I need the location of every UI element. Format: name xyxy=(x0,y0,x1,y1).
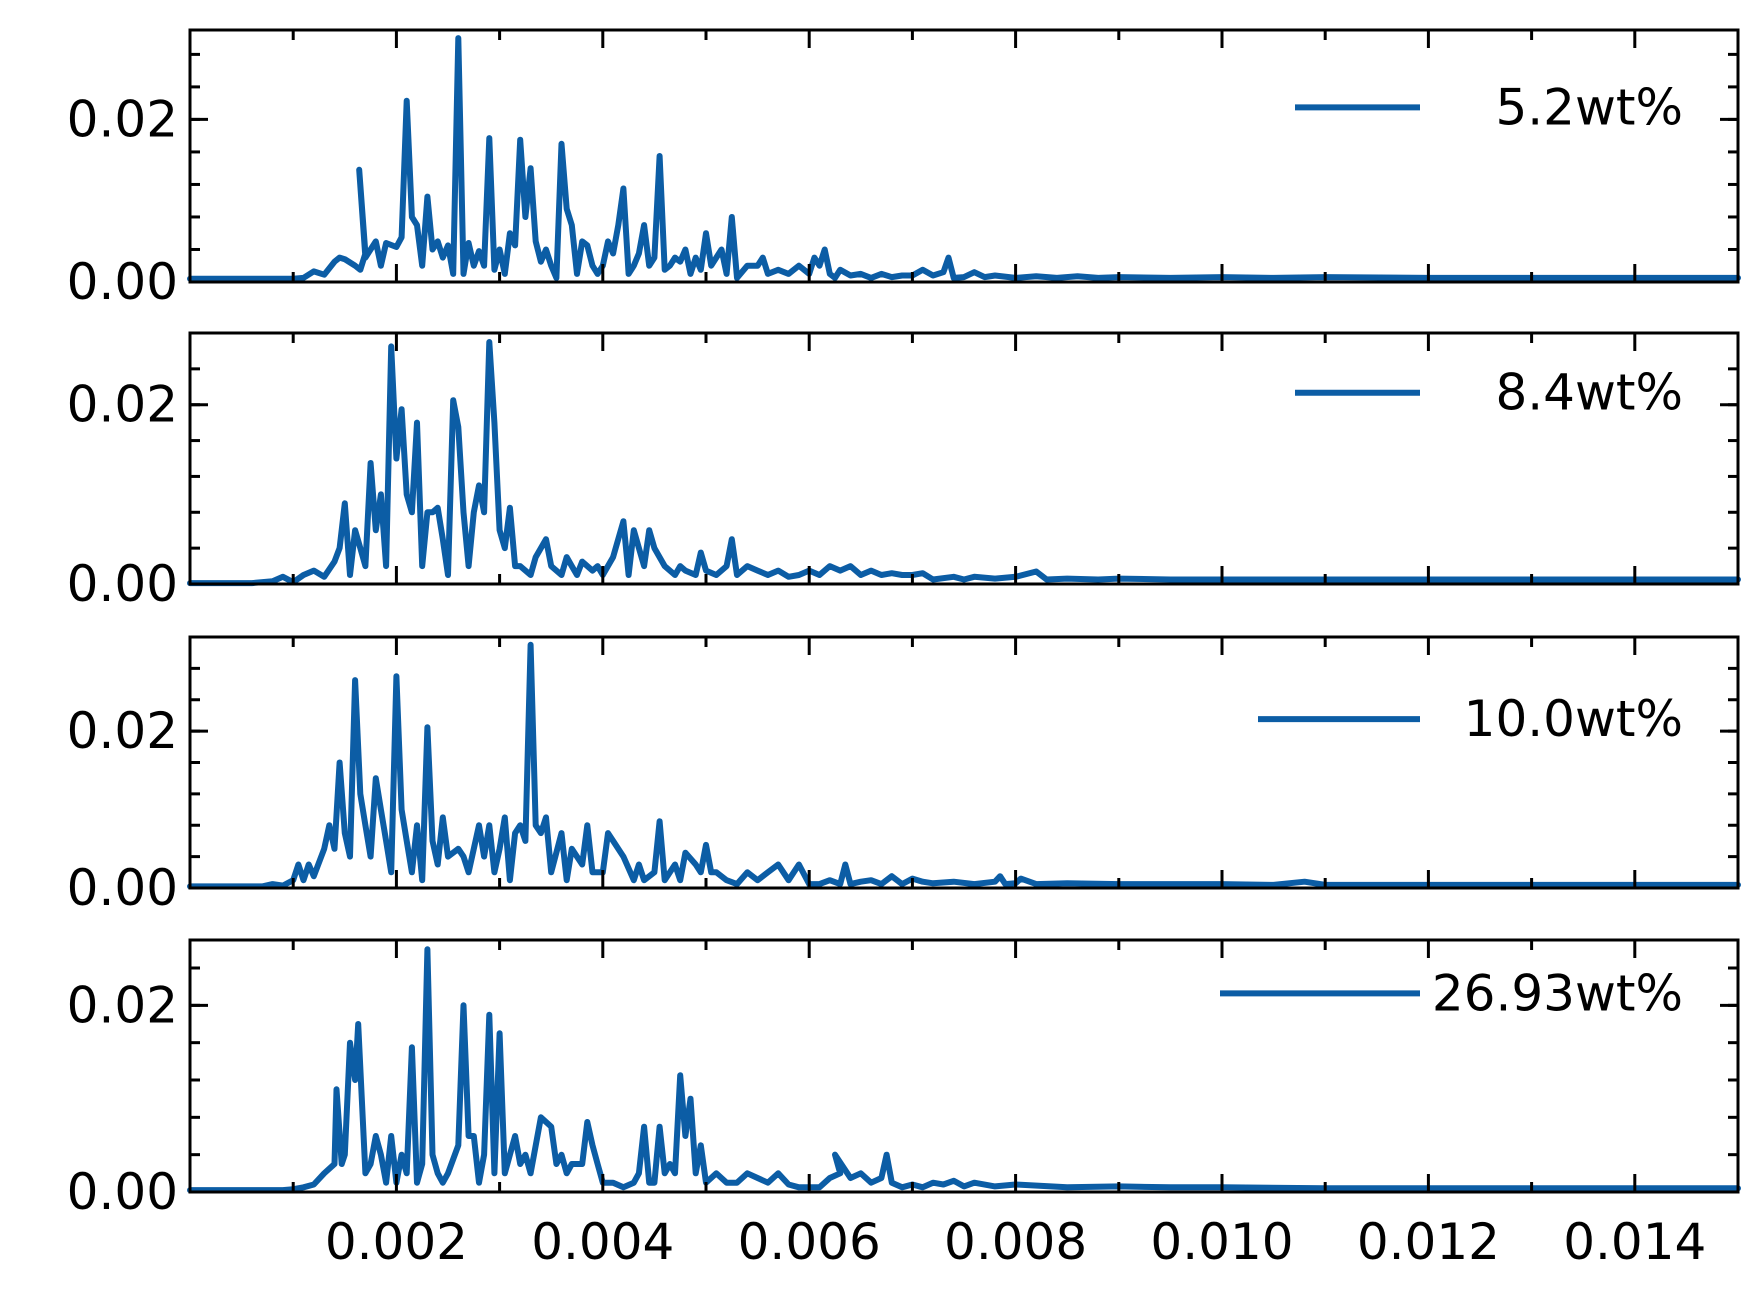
y-tick-label: 0.02 xyxy=(67,702,178,760)
y-tick-label: 0.02 xyxy=(67,976,178,1034)
axes-frame xyxy=(188,28,1740,284)
x-tick-label: 0.014 xyxy=(1563,1213,1706,1271)
x-axis-labels: 0.002 0.004 0.006 0.008 0.010 0.012 0.014 xyxy=(325,1213,1707,1271)
series-line xyxy=(187,641,1741,890)
y-tick-label: 0.02 xyxy=(67,376,178,434)
x-tick-label: 0.002 xyxy=(325,1213,468,1271)
panel-2: 0.00 0.02 8.4wt% xyxy=(67,331,1741,613)
y-tick-label: 0.00 xyxy=(67,859,178,917)
legend-label: 10.0wt% xyxy=(1464,690,1683,748)
y-tick-label: 0.00 xyxy=(67,253,178,311)
x-tick-label: 0.008 xyxy=(944,1213,1087,1271)
y-tick-label: 0.00 xyxy=(67,1163,178,1221)
panel-4: 0.00 0.02 26.93wt% xyxy=(67,938,1741,1221)
panel-3: 0.00 0.02 10.0wt% xyxy=(67,635,1741,917)
x-tick-label: 0.006 xyxy=(738,1213,881,1271)
legend-label: 26.93wt% xyxy=(1432,964,1683,1022)
x-tick-label: 0.010 xyxy=(1150,1213,1293,1271)
x-tick-label: 0.012 xyxy=(1357,1213,1500,1271)
x-tick-label: 0.004 xyxy=(531,1213,674,1271)
axes-frame xyxy=(188,938,1740,1194)
y-tick-label: 0.00 xyxy=(67,555,178,613)
y-tick-label: 0.02 xyxy=(67,90,178,148)
series-line xyxy=(187,35,1741,282)
series-line xyxy=(187,946,1741,1194)
axes-frame xyxy=(188,331,1740,586)
legend-label: 8.4wt% xyxy=(1495,364,1683,422)
series-line xyxy=(187,339,1741,587)
legend-label: 5.2wt% xyxy=(1495,78,1683,136)
panel-1: 0.00 0.02 5.2wt% xyxy=(67,28,1741,311)
